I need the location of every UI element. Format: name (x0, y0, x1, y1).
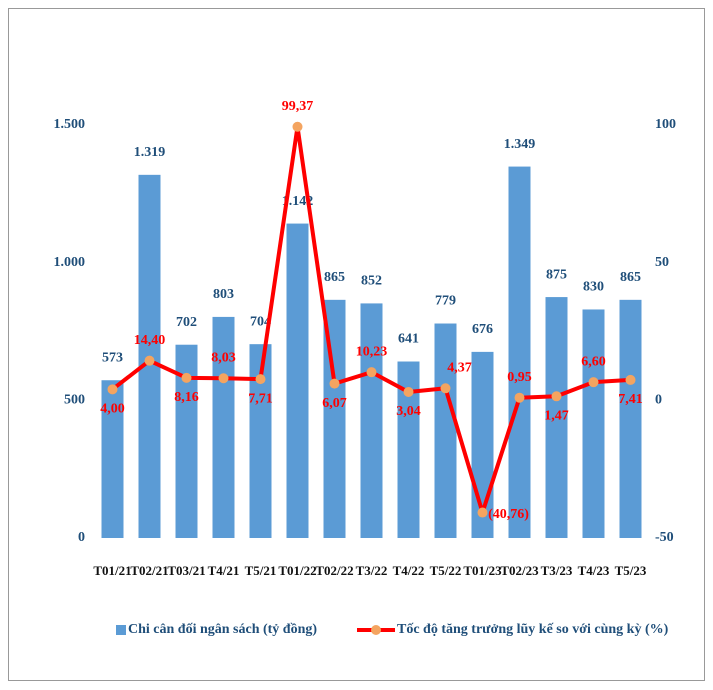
legend-swatch (116, 625, 126, 635)
line-value-label: 7,41 (618, 392, 643, 407)
line-marker (144, 355, 155, 366)
y2-tick-label: 100 (655, 117, 676, 132)
y-tick-label: 1.500 (54, 117, 86, 132)
bar (101, 380, 124, 538)
line-value-label: 14,40 (134, 333, 166, 348)
line-marker (625, 374, 636, 385)
line-marker (477, 507, 488, 518)
line-value-label: (40,76) (488, 507, 529, 522)
bar-value-label: 704 (250, 314, 271, 329)
line-marker (255, 374, 266, 385)
bar (545, 297, 568, 538)
bar (434, 323, 457, 538)
bar (619, 299, 642, 538)
bar-value-label: 676 (472, 322, 493, 337)
line-value-label: 8,16 (174, 390, 199, 405)
x-tick-label: T4/23 (578, 563, 610, 578)
line-marker (366, 367, 377, 378)
x-tick-label: T01/21 (93, 563, 131, 578)
bar (212, 316, 235, 538)
x-tick-label: T3/22 (356, 563, 388, 578)
x-tick-label: T5/21 (245, 563, 277, 578)
x-tick-label: T02/22 (315, 563, 353, 578)
y2-tick-label: -50 (655, 530, 674, 545)
bar-value-label: 875 (546, 267, 567, 282)
y2-tick-label: 0 (655, 393, 662, 408)
line-marker (181, 372, 192, 383)
x-tick-label: T02/23 (500, 563, 539, 578)
y-tick-label: 0 (78, 530, 85, 545)
line-marker (107, 384, 118, 395)
bar-value-label: 1.319 (134, 145, 166, 160)
x-tick-label: T5/22 (430, 563, 462, 578)
line-value-label: 7,71 (248, 391, 273, 406)
line-marker (329, 378, 340, 389)
bar (582, 309, 605, 538)
bar (249, 344, 272, 538)
x-tick-label: T5/23 (615, 563, 647, 578)
line-value-label: 4,37 (447, 361, 472, 376)
x-tick-label: T02/21 (130, 563, 168, 578)
line-value-label: 6,60 (581, 354, 606, 369)
y-tick-label: 1.000 (54, 255, 86, 270)
line-value-label: 0,95 (507, 370, 532, 385)
line-value-label: 10,23 (356, 344, 388, 359)
bar-value-label: 1.142 (282, 194, 314, 209)
x-tick-label: T01/23 (463, 563, 502, 578)
x-tick-label: T4/21 (208, 563, 240, 578)
y2-tick-label: 50 (655, 255, 669, 270)
line-value-label: 4,00 (100, 402, 125, 417)
line-marker (551, 391, 562, 402)
bar-value-label: 830 (583, 280, 604, 295)
bar (508, 166, 531, 539)
line-marker (218, 373, 229, 384)
y-tick-label: 500 (64, 393, 85, 408)
legend-label: Chi cân đối ngân sách (tỷ đồng) (128, 622, 317, 637)
legend-label: Tốc độ tăng trưởng lũy kế so với cùng kỳ… (397, 622, 669, 637)
legend-marker (371, 625, 381, 635)
bar (360, 303, 383, 538)
bar-value-label: 1.349 (504, 137, 536, 152)
bar-value-label: 573 (102, 350, 123, 365)
line-value-label: 99,37 (282, 99, 314, 114)
line-marker (403, 386, 414, 397)
bar-value-label: 865 (324, 270, 345, 285)
x-tick-label: T3/23 (541, 563, 573, 578)
x-tick-label: T01/22 (278, 563, 316, 578)
line-value-label: 3,04 (396, 404, 421, 419)
x-tick-label: T4/22 (393, 563, 425, 578)
line-value-label: 1,47 (544, 409, 569, 424)
line-marker (514, 392, 525, 403)
line-value-label: 6,07 (322, 396, 347, 411)
bar-value-label: 641 (398, 332, 419, 347)
bar-value-label: 803 (213, 287, 234, 302)
line-marker (440, 383, 451, 394)
bar (397, 361, 420, 538)
bar-value-label: 852 (361, 274, 382, 289)
x-tick-label: T03/21 (167, 563, 205, 578)
line-marker (588, 377, 599, 388)
bar-value-label: 702 (176, 315, 197, 330)
bar-value-label: 865 (620, 270, 641, 285)
bar (175, 344, 198, 538)
bar-value-label: 779 (435, 294, 456, 309)
line-marker (292, 121, 303, 132)
bar (286, 223, 309, 538)
line-value-label: 8,03 (211, 350, 236, 365)
